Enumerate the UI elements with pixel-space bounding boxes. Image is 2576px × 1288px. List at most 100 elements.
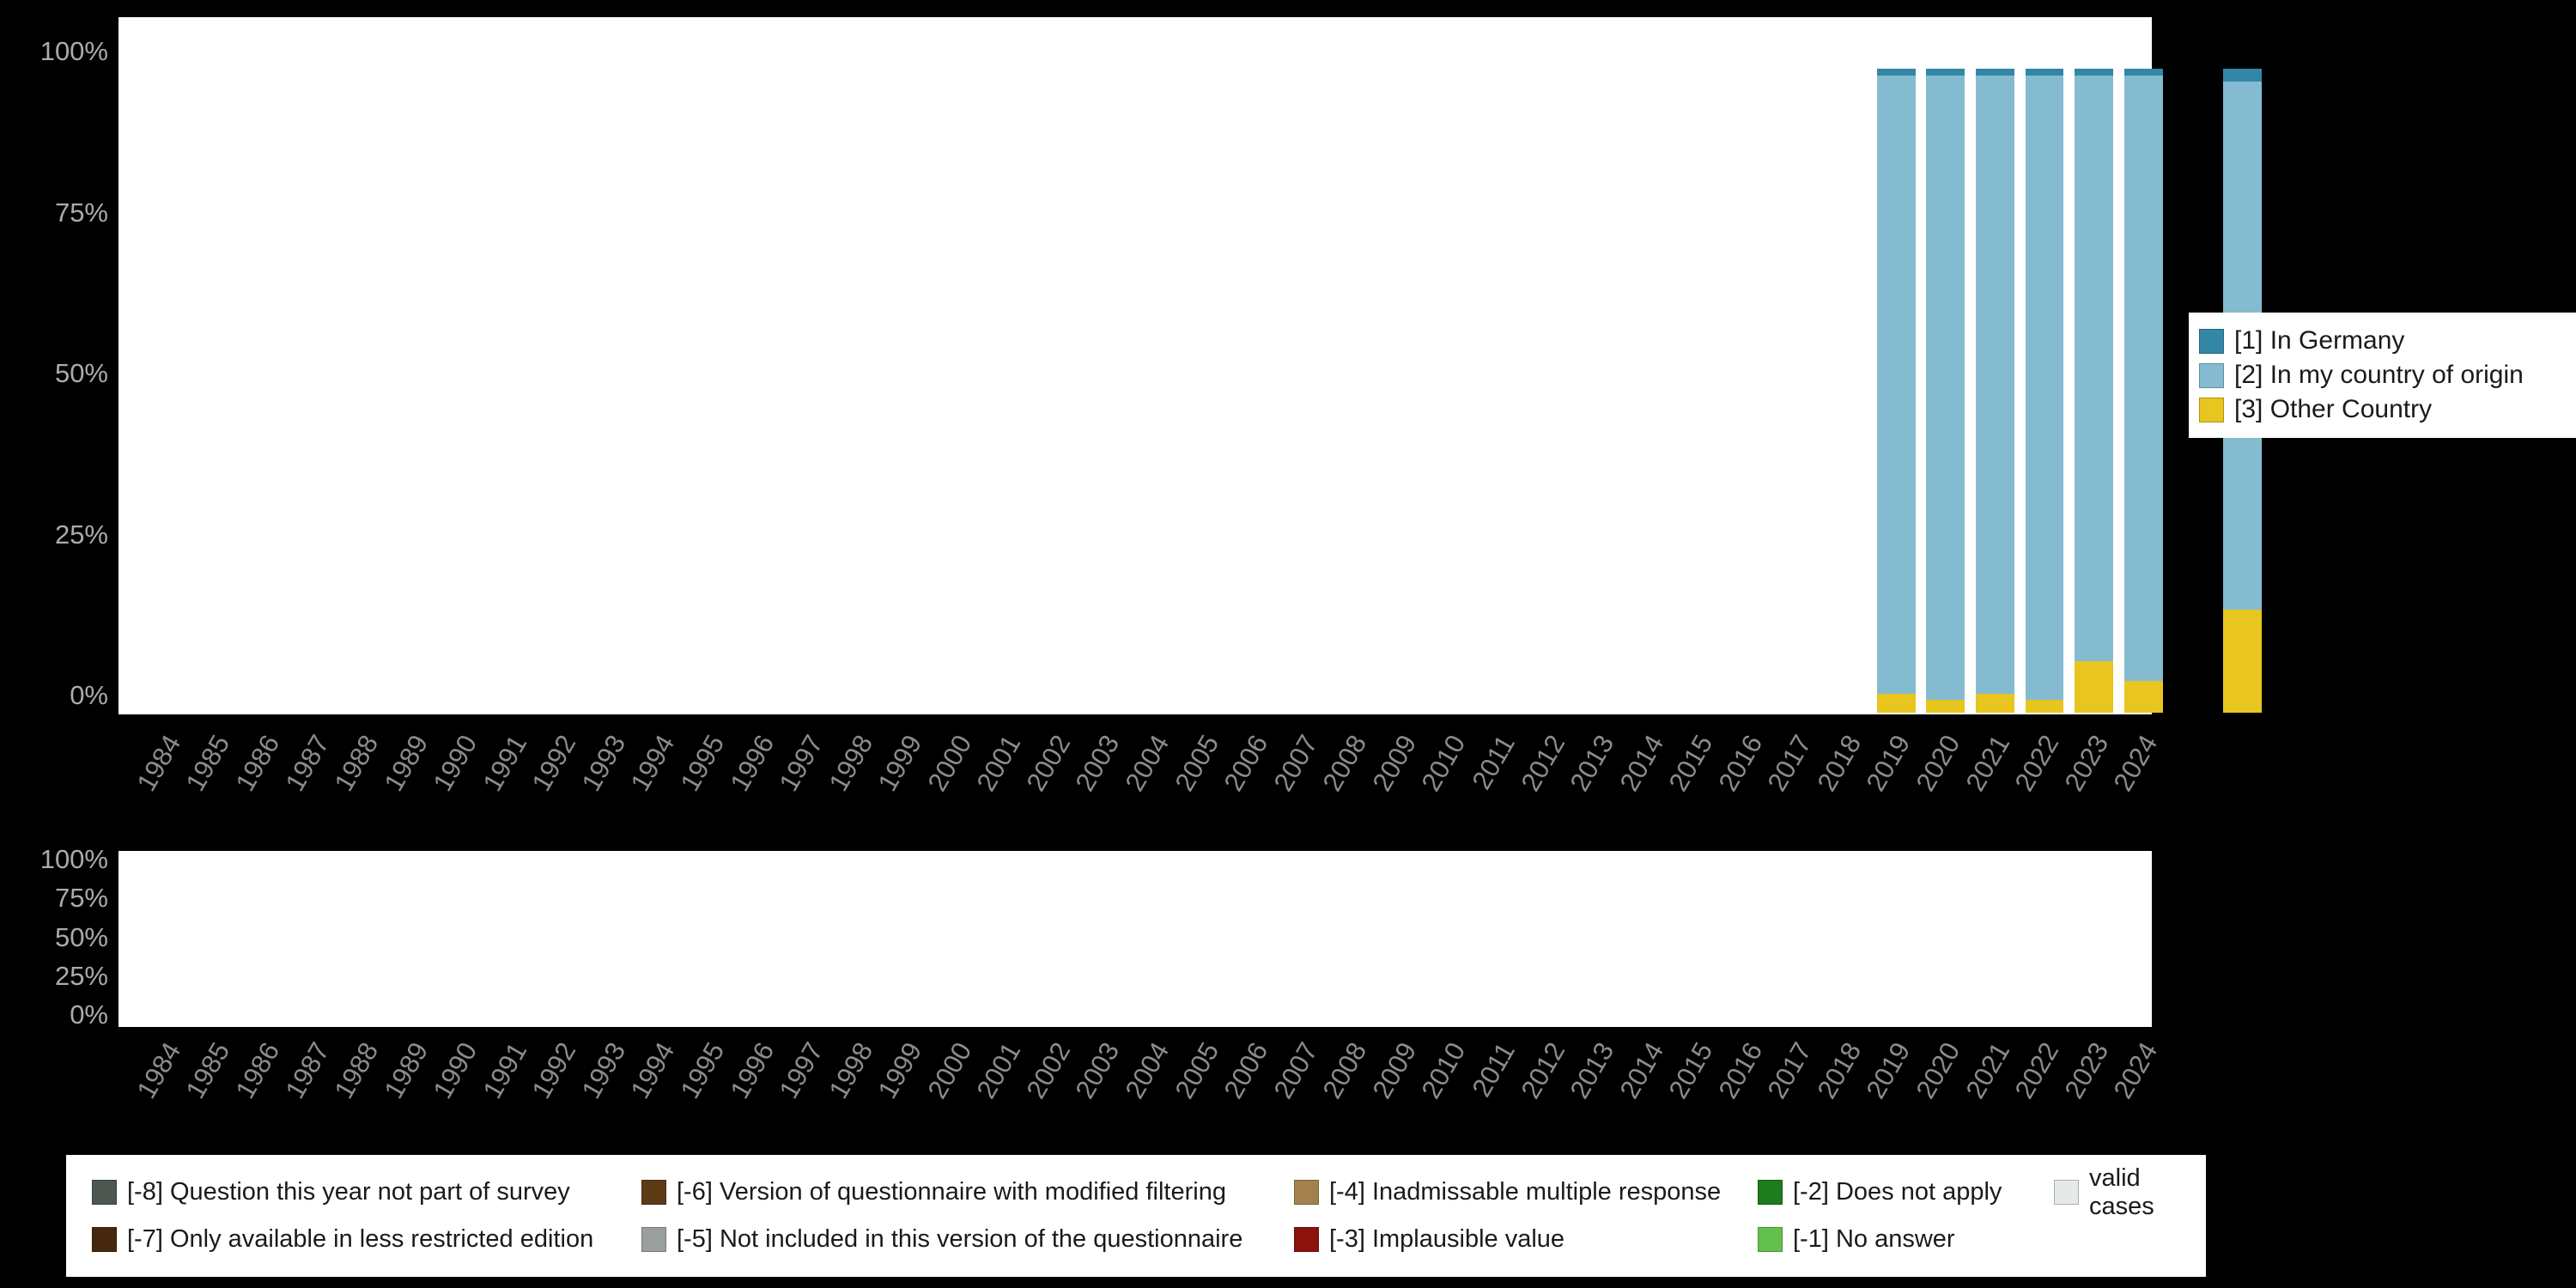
legend-label-in-germany: [1] In Germany: [2234, 326, 2404, 355]
x-tick-label: 2008: [1317, 1037, 1374, 1104]
x-tick-label: 2023: [2058, 730, 2115, 797]
bar-stack-1989: [493, 69, 532, 713]
bar-stack-2013: [1680, 69, 1718, 713]
x-tick-label: 1988: [329, 1037, 386, 1104]
x-tick-label: 2002: [1020, 1037, 1077, 1104]
x-tick-label: 2023: [2058, 1037, 2115, 1104]
x-tick-label: 2018: [1811, 1037, 1868, 1104]
x-tick-label: 2012: [1515, 730, 1571, 797]
legend-item-not-part: [-8] Question this year not part of surv…: [92, 1178, 641, 1206]
bar-stack-1993: [690, 69, 729, 713]
x-tick-label: 2007: [1267, 1037, 1324, 1104]
bar-column-1986: [339, 69, 389, 713]
y-tick-label: 0%: [0, 999, 108, 1031]
legend-label-multiple-response: [-4] Inadmissable multiple response: [1329, 1178, 1721, 1206]
x-tick-label: 2003: [1070, 730, 1127, 797]
x-tick-label: 1995: [674, 1037, 731, 1104]
does-not-apply-swatch: [1758, 1180, 1783, 1205]
bar-column-1989: [488, 69, 538, 713]
top-x-axis-labels: 1984198519861987198819891990199119921993…: [122, 723, 2148, 826]
x-tick-label: 2004: [1120, 730, 1176, 797]
bar-stack-2014: [1728, 69, 1767, 713]
bar-stack-1997: [889, 69, 927, 713]
bar-stack-2002: [1135, 69, 1174, 713]
x-tick-label: 1992: [526, 730, 583, 797]
x-tick-label: 1995: [674, 730, 731, 797]
x-tick-label: 2021: [1959, 730, 2016, 797]
legend-label-implausible: [-3] Implausible value: [1329, 1225, 1564, 1254]
x-tick-label: 1998: [823, 1037, 879, 1104]
y-tick-label: 25%: [0, 960, 108, 993]
bar-column-2020: [2020, 69, 2069, 713]
other-country-segment: [1976, 694, 2014, 714]
x-tick-label: 2006: [1218, 730, 1275, 797]
implausible-swatch: [1294, 1227, 1319, 1252]
y-tick-label: 0%: [0, 679, 108, 712]
bar-column-2021: [2069, 69, 2119, 713]
x-tick-label: 1999: [872, 730, 929, 797]
x-tick-label: 2014: [1613, 1037, 1670, 1104]
x-tick-label: 1988: [329, 730, 386, 797]
bar-stack-2021: [2075, 69, 2113, 713]
legend-label-valid-cases: valid cases: [2089, 1164, 2206, 1221]
y-tick-label: 75%: [0, 197, 108, 229]
bar-column-1988: [438, 69, 488, 713]
top-chart-legend: [1] In Germany[2] In my country of origi…: [2189, 313, 2576, 438]
bar-column-2003: [1180, 69, 1230, 713]
bar-stack-2017: [1877, 69, 1916, 713]
legend-item-multiple-response: [-4] Inadmissable multiple response: [1294, 1178, 1758, 1206]
x-tick-label: 2005: [1169, 730, 1225, 797]
in-germany-segment: [2223, 69, 2262, 82]
x-tick-label: 1997: [774, 1037, 830, 1104]
bar-stack-1987: [394, 69, 433, 713]
bar-stack-1995: [790, 69, 829, 713]
country-of-origin-segment: [1976, 76, 2014, 694]
x-tick-label: 1993: [575, 730, 632, 797]
x-tick-label: 1984: [131, 730, 187, 797]
in-germany-swatch: [2199, 329, 2224, 354]
bar-stack-2018: [1926, 69, 1965, 713]
not-included-swatch: [641, 1227, 666, 1252]
x-tick-label: 1993: [575, 1037, 632, 1104]
legend-item-modified-filtering: [-6] Version of questionnaire with modif…: [641, 1178, 1294, 1206]
x-tick-label: 2013: [1564, 1037, 1621, 1104]
x-tick-label: 2006: [1218, 1037, 1275, 1104]
other-country-segment: [2124, 681, 2163, 714]
top-chart-panel: [118, 17, 2152, 714]
bar-stack-1998: [938, 69, 976, 713]
x-tick-label: 1990: [428, 730, 484, 797]
bar-column-1996: [834, 69, 884, 713]
x-tick-label: 2019: [1861, 730, 1917, 797]
x-tick-label: 2014: [1613, 730, 1670, 797]
bar-column-1994: [735, 69, 785, 713]
country-of-origin-segment: [1926, 76, 1965, 701]
bar-column-2010: [1526, 69, 1576, 713]
in-germany-segment: [2124, 69, 2163, 76]
x-tick-label: 1996: [724, 1037, 781, 1104]
bar-column-2019: [1971, 69, 2020, 713]
legend-item-other-country: [3] Other Country: [2199, 395, 2576, 424]
top-chart-plot-area: [240, 69, 2267, 713]
x-tick-label: 2002: [1020, 730, 1077, 797]
x-tick-label: 2024: [2108, 730, 2165, 797]
bar-stack-2019: [1976, 69, 2014, 713]
bar-stack-2011: [1581, 69, 1619, 713]
bar-column-1997: [883, 69, 933, 713]
bar-column-2012: [1625, 69, 1674, 713]
legend-label-no-answer: [-1] No answer: [1793, 1225, 1955, 1254]
bar-stack-2020: [2026, 69, 2064, 713]
valid-cases-swatch: [2054, 1180, 2079, 1205]
x-tick-label: 1989: [378, 1037, 434, 1104]
bottom-x-axis-labels: 1984198519861987198819891990199119921993…: [122, 1030, 2148, 1133]
bar-column-2001: [1081, 69, 1131, 713]
x-tick-label: 1986: [229, 730, 286, 797]
y-tick-label: 100%: [0, 843, 108, 876]
legend-label-not-included: [-5] Not included in this version of the…: [677, 1225, 1242, 1254]
x-tick-label: 1986: [229, 1037, 286, 1104]
x-tick-label: 2016: [1712, 730, 1769, 797]
bar-stack-1986: [344, 69, 383, 713]
x-tick-label: 1987: [279, 1037, 336, 1104]
x-tick-label: 2019: [1861, 1037, 1917, 1104]
not-part-swatch: [92, 1180, 117, 1205]
x-tick-label: 1992: [526, 1037, 583, 1104]
